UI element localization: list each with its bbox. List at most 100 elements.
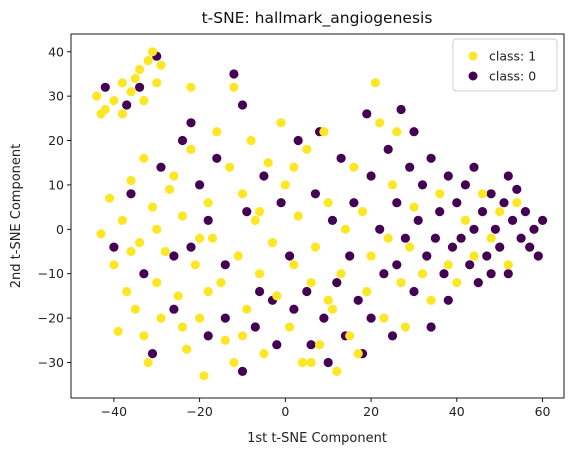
- point-class-1-34: [173, 291, 183, 301]
- point-class-0-48: [435, 207, 445, 217]
- point-class-1-69: [323, 198, 333, 208]
- point-class-0-27: [319, 313, 329, 323]
- point-class-0-71: [533, 251, 543, 261]
- point-class-0-41: [405, 162, 415, 172]
- point-class-0-50: [443, 171, 453, 181]
- legend-swatch-class-1: [468, 51, 478, 61]
- point-class-1-84: [387, 180, 398, 190]
- point-class-0-4: [109, 242, 119, 252]
- point-class-1-58: [276, 118, 286, 128]
- point-class-1-44: [216, 278, 226, 288]
- point-class-1-15: [229, 82, 239, 92]
- point-class-1-46: [225, 162, 235, 172]
- point-class-1-19: [117, 215, 127, 225]
- point-class-1-53: [255, 269, 265, 279]
- legend-label-class-0: class: 0: [489, 69, 536, 84]
- y-tick-label: −30: [38, 355, 64, 370]
- point-class-0-30: [345, 251, 355, 261]
- point-class-1-60: [285, 322, 295, 332]
- point-class-1-45: [220, 335, 230, 345]
- point-class-1-20: [126, 246, 136, 257]
- point-class-0-89: [203, 215, 213, 225]
- x-tick-label: −20: [186, 404, 212, 419]
- point-class-0-49: [439, 269, 449, 279]
- point-class-1-18: [109, 260, 119, 270]
- point-class-0-57: [473, 278, 483, 288]
- point-class-1-102: [177, 322, 188, 332]
- y-axis-label: 2nd t-SNE Component: [9, 144, 24, 288]
- point-class-0-6: [139, 269, 149, 279]
- point-class-0-88: [220, 313, 230, 323]
- legend-box: [452, 38, 558, 92]
- point-class-1-101: [512, 198, 522, 208]
- point-class-1-70: [327, 304, 338, 314]
- point-class-0-39: [396, 104, 406, 115]
- point-class-0-22: [276, 198, 286, 208]
- point-class-1-76: [353, 349, 363, 359]
- point-class-1-17: [96, 229, 106, 239]
- legend-swatch-class-0: [468, 71, 478, 81]
- point-class-0-33: [366, 171, 376, 181]
- point-class-0-24: [293, 135, 303, 146]
- point-class-0-64: [503, 269, 513, 279]
- point-class-1-21: [130, 304, 140, 314]
- point-class-1-28: [122, 286, 132, 297]
- point-class-0-72: [538, 215, 548, 225]
- point-class-0-87: [237, 366, 248, 376]
- y-tick-label: 40: [48, 44, 64, 59]
- point-class-1-74: [345, 331, 355, 341]
- point-class-1-67: [315, 340, 325, 350]
- point-class-1-98: [486, 233, 496, 243]
- point-class-0-74: [469, 162, 479, 172]
- point-class-0-28: [327, 215, 338, 225]
- point-class-1-36: [182, 344, 192, 354]
- point-class-0-0: [100, 82, 110, 92]
- point-class-1-107: [289, 162, 299, 172]
- point-class-1-92: [435, 189, 445, 199]
- point-class-1-72: [336, 269, 346, 279]
- point-class-0-60: [486, 189, 496, 199]
- point-class-0-37: [387, 331, 398, 341]
- point-class-0-34: [375, 224, 385, 234]
- x-tick-label: 40: [449, 404, 465, 419]
- point-class-0-83: [306, 340, 316, 350]
- point-class-0-43: [413, 215, 423, 225]
- point-class-0-65: [507, 215, 518, 225]
- point-class-1-49: [237, 189, 248, 199]
- point-class-1-8: [139, 96, 149, 106]
- point-class-1-82: [379, 313, 389, 323]
- point-class-1-104: [203, 286, 213, 297]
- point-class-0-69: [525, 242, 535, 252]
- point-class-1-50: [242, 304, 252, 314]
- point-class-1-10: [147, 47, 158, 57]
- point-class-1-30: [126, 175, 136, 186]
- point-class-1-16: [105, 193, 115, 203]
- point-class-0-17: [237, 100, 248, 110]
- point-class-1-106: [255, 207, 265, 217]
- point-class-1-89: [409, 202, 419, 212]
- point-class-1-86: [396, 278, 406, 288]
- point-class-1-26: [147, 202, 158, 212]
- chart-title: t-SNE: hallmark_angiogenesis: [202, 9, 433, 28]
- point-class-0-73: [486, 269, 496, 279]
- point-class-1-14: [186, 82, 196, 92]
- point-class-1-80: [370, 78, 380, 88]
- point-class-0-18: [242, 207, 252, 217]
- point-class-1-38: [190, 260, 200, 270]
- point-class-1-62: [293, 211, 303, 221]
- point-class-0-75: [503, 171, 513, 181]
- point-class-1-24: [152, 278, 162, 288]
- point-class-1-103: [169, 171, 179, 181]
- point-class-0-13: [203, 331, 213, 341]
- point-class-0-40: [400, 233, 410, 243]
- point-class-1-11: [156, 60, 166, 70]
- point-class-1-95: [460, 215, 470, 225]
- point-class-0-47: [430, 233, 440, 243]
- point-class-0-16: [229, 69, 239, 79]
- point-class-0-85: [272, 340, 282, 350]
- point-class-1-40: [199, 371, 209, 381]
- point-class-1-63: [297, 357, 308, 368]
- point-class-1-105: [237, 331, 248, 341]
- point-class-1-100: [503, 260, 513, 270]
- point-class-0-93: [332, 278, 342, 288]
